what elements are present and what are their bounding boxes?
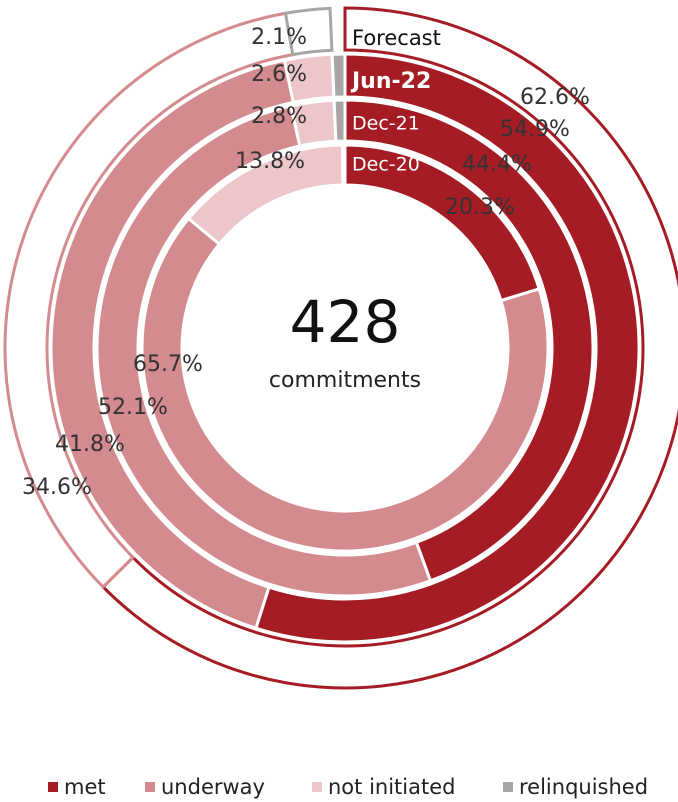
ring-segment bbox=[100, 6, 678, 690]
value-label: 44.4% bbox=[462, 152, 532, 177]
ring-name: Dec-20 bbox=[352, 154, 420, 176]
value-label: 20.3% bbox=[445, 195, 515, 220]
legend-swatch bbox=[503, 782, 513, 792]
ring-segment bbox=[95, 104, 433, 598]
value-label: 52.1% bbox=[98, 395, 168, 420]
legend-label: met bbox=[64, 775, 106, 799]
ring-segment bbox=[340, 143, 347, 187]
value-label: 41.8% bbox=[55, 432, 125, 457]
value-label: 54.9% bbox=[500, 117, 570, 142]
legend-swatch bbox=[145, 782, 155, 792]
value-label: 13.8% bbox=[235, 149, 305, 174]
ring-name: Forecast bbox=[352, 26, 441, 50]
ring-segment bbox=[332, 98, 347, 143]
legend-swatch bbox=[48, 782, 58, 792]
center-value: 428 bbox=[290, 288, 401, 356]
center-label: commitments bbox=[269, 368, 421, 393]
ring-name: Dec-21 bbox=[352, 113, 420, 135]
value-label: 34.6% bbox=[22, 475, 92, 500]
ring-segment bbox=[254, 52, 641, 644]
value-label: 65.7% bbox=[133, 352, 203, 377]
value-label: 2.8% bbox=[251, 104, 307, 129]
labels: 62.6% 34.6% 2.1% Forecast 54.9% 41.8% 2.6% Jun-… bbox=[22, 25, 590, 500]
ring-segment bbox=[140, 216, 550, 553]
legend-label: not initiated bbox=[328, 775, 455, 799]
rings bbox=[3, 6, 678, 690]
legend-label: relinquished bbox=[519, 775, 648, 799]
ring-segment bbox=[283, 6, 334, 57]
value-label: 2.6% bbox=[251, 62, 307, 87]
legend: met underway not initiated relinquished bbox=[48, 775, 648, 799]
legend-swatch bbox=[312, 782, 322, 792]
value-label: 2.1% bbox=[251, 25, 307, 50]
legend-label: underway bbox=[161, 775, 265, 799]
value-label: 62.6% bbox=[520, 85, 590, 110]
ring-name: Jun-22 bbox=[350, 69, 431, 94]
ring-segment bbox=[49, 58, 296, 631]
ring-segment bbox=[330, 52, 347, 99]
